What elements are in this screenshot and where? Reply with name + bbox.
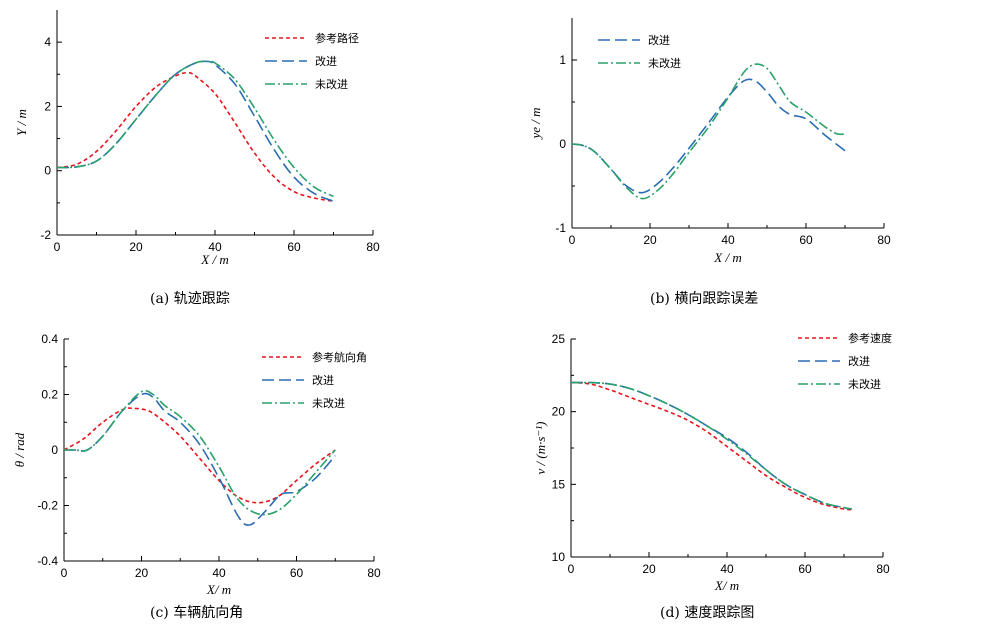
series-line-imp — [571, 78, 846, 194]
y-tick-label: 15 — [552, 477, 566, 491]
x-tick-label: 40 — [212, 566, 226, 580]
y-axis-label: θ / rad — [12, 432, 27, 467]
x-axis-label: X/ m — [206, 582, 231, 597]
y-tick-label: 0 — [559, 137, 566, 151]
y-tick-label: 10 — [552, 550, 566, 564]
x-tick-label: 0 — [61, 566, 68, 580]
legend-label: 未改进 — [648, 56, 681, 70]
series-line-unimp — [63, 389, 336, 516]
y-tick-label: 4 — [44, 35, 51, 49]
series-line-unimp — [570, 381, 852, 510]
legend-label: 改进 — [315, 54, 337, 68]
y-axis-label: v / (m·s⁻¹) — [533, 422, 548, 475]
legend-label: 未改进 — [312, 396, 345, 410]
chart-panel-2: 0 20 40 60 80 -0.4 -0.2 0 0.2 0.4 X/ m θ / rad 参考航向角… — [12, 332, 381, 621]
y-axis-label: ye / m — [528, 107, 543, 140]
series-line-ref — [63, 407, 336, 504]
x-axis-label: X / m — [713, 250, 741, 265]
y-tick-label: 0 — [44, 164, 51, 178]
y-tick-label: 20 — [552, 405, 566, 419]
x-tick-label: 20 — [643, 233, 657, 247]
y-tick-label: -0.4 — [37, 554, 58, 568]
x-tick-label: 0 — [54, 240, 61, 254]
x-axis-label: X/ m — [714, 578, 739, 593]
panel-caption: (c) 车辆航向角 — [150, 604, 243, 621]
x-tick-label: 0 — [569, 233, 576, 247]
legend-label: 参考航向角 — [312, 350, 367, 364]
series-line-imp — [570, 381, 852, 510]
y-tick-label: 0 — [51, 443, 58, 457]
x-tick-label: 80 — [877, 233, 891, 247]
x-tick-label: 20 — [129, 240, 143, 254]
x-tick-label: 60 — [799, 233, 813, 247]
x-axis-label: X / m — [200, 252, 228, 267]
x-tick-label: 80 — [366, 240, 380, 254]
panel-caption: (b) 横向跟踪误差 — [650, 291, 758, 307]
series-line-ref — [56, 71, 334, 203]
legend-label: 未改进 — [848, 377, 881, 391]
y-axis-label: Y / m — [14, 109, 29, 136]
x-tick-label: 0 — [568, 562, 575, 576]
x-tick-label: 80 — [876, 562, 890, 576]
series-line-unimp — [571, 63, 846, 200]
y-tick-label: 25 — [552, 332, 566, 346]
legend-label: 未改进 — [315, 77, 348, 91]
x-tick-label: 40 — [208, 240, 222, 254]
y-tick-label: 1 — [559, 53, 566, 67]
x-tick-label: 20 — [642, 562, 656, 576]
legend-label: 改进 — [848, 354, 870, 368]
panel-caption: (a) 轨迹跟踪 — [150, 291, 230, 307]
series-line-ref — [570, 381, 852, 511]
x-tick-label: 20 — [135, 566, 149, 580]
series-line-unimp — [56, 60, 334, 198]
legend-label: 参考路径 — [315, 31, 359, 45]
x-tick-label: 60 — [798, 562, 812, 576]
y-tick-label: -2 — [40, 228, 51, 242]
y-tick-label: -0.2 — [37, 499, 58, 513]
x-tick-label: 80 — [367, 566, 381, 580]
legend-label: 改进 — [312, 373, 334, 387]
x-tick-label: 40 — [720, 562, 734, 576]
y-tick-label: 0.2 — [41, 388, 58, 402]
x-tick-label: 60 — [287, 240, 301, 254]
legend-label: 改进 — [648, 33, 670, 47]
series-line-imp — [56, 60, 334, 203]
y-tick-label: -1 — [555, 221, 566, 235]
panel-caption: (d) 速度跟踪图 — [660, 605, 754, 621]
y-tick-label: 2 — [44, 99, 51, 113]
x-tick-label: 40 — [721, 233, 735, 247]
chart-panel-3: 0 20 40 60 80 10 15 20 25 X/ m v / (m·s⁻¹) 参考速度改进未改… — [533, 331, 892, 621]
legend-label: 参考速度 — [848, 331, 892, 345]
x-tick-label: 60 — [290, 566, 304, 580]
y-tick-label: 0.4 — [41, 332, 58, 346]
